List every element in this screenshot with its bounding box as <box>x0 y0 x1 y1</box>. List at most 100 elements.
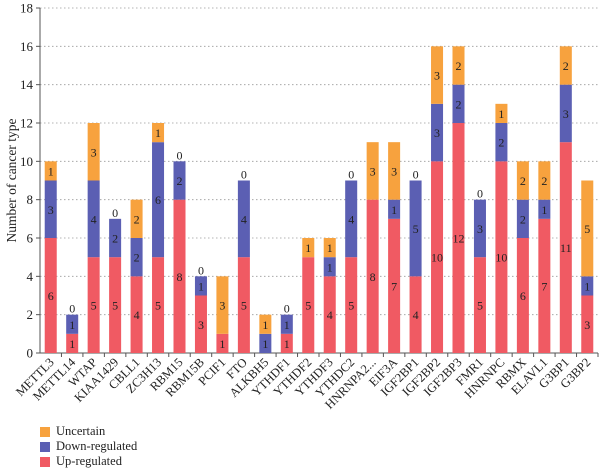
bar-segment-up-regulated <box>516 238 529 353</box>
data-label: 8 <box>370 270 376 284</box>
data-label: 10 <box>495 251 507 265</box>
data-label: 5 <box>305 299 311 313</box>
data-label: 3 <box>48 203 54 217</box>
bar-segment-down-regulated <box>130 238 143 277</box>
bar-segment-uncertain <box>302 238 315 258</box>
data-label: 5 <box>584 222 590 236</box>
bar-segment-uncertain <box>259 314 272 334</box>
data-label: 1 <box>198 279 204 293</box>
bar-segment-up-regulated <box>495 161 508 353</box>
bar-segment-up-regulated <box>323 276 336 353</box>
legend-label-down-regulated: Down-regulated <box>56 439 138 453</box>
data-label: 2 <box>134 212 140 226</box>
y-tick-label: 0 <box>27 346 34 361</box>
bar-segment-up-regulated <box>66 333 79 353</box>
bar-segment-uncertain <box>130 199 143 238</box>
bar-segment-up-regulated <box>173 199 186 353</box>
y-tick-label: 14 <box>20 77 34 92</box>
bar-segment-up-regulated <box>237 257 250 353</box>
data-label: 3 <box>563 107 569 121</box>
legend-swatch-down-regulated <box>40 441 50 452</box>
bar-segment-uncertain <box>388 142 401 200</box>
data-label: 6 <box>48 289 54 303</box>
bar-segment-up-regulated <box>302 257 315 353</box>
bar-segment-uncertain <box>44 161 57 181</box>
data-label: 3 <box>198 318 204 332</box>
data-label: 1 <box>262 318 268 332</box>
data-label: 5 <box>155 299 161 313</box>
data-label: 1 <box>69 337 75 351</box>
bar-segment-down-regulated <box>473 199 486 258</box>
data-label: 1 <box>498 107 504 121</box>
data-label: 5 <box>477 299 483 313</box>
data-label: 4 <box>348 212 354 226</box>
data-label: 3 <box>391 164 397 178</box>
data-label: 1 <box>284 337 290 351</box>
data-label: 5 <box>413 222 419 236</box>
bar-segment-uncertain <box>216 276 229 334</box>
bar-segment-up-regulated <box>216 333 229 353</box>
data-label: 4 <box>241 212 247 226</box>
bar-segment-up-regulated <box>87 257 100 353</box>
bar-segment-down-regulated <box>152 142 165 258</box>
bar-segment-down-regulated <box>388 199 401 219</box>
bar-segment-up-regulated <box>152 257 165 353</box>
data-label: 5 <box>91 299 97 313</box>
data-label: 5 <box>112 299 118 313</box>
data-label: 4 <box>91 212 97 226</box>
data-label: 2 <box>520 174 526 188</box>
legend-swatch-up-regulated <box>40 456 50 467</box>
data-label: 0 <box>112 206 118 220</box>
bar-segment-up-regulated <box>581 295 594 353</box>
bar-segment-uncertain <box>366 142 379 200</box>
bar-segment-down-regulated <box>452 84 465 123</box>
bar-segment-down-regulated <box>345 180 358 258</box>
data-label: 3 <box>370 164 376 178</box>
y-tick-label: 16 <box>20 39 34 54</box>
data-label: 2 <box>541 174 547 188</box>
data-label: 0 <box>284 302 290 316</box>
data-label: 1 <box>327 260 333 274</box>
bar-segment-up-regulated <box>538 218 551 353</box>
data-label: 2 <box>456 59 462 73</box>
data-label: 5 <box>348 299 354 313</box>
legend-item-uncertain: Uncertain <box>40 424 137 439</box>
bar-segment-down-regulated <box>323 257 336 277</box>
bar-segment-uncertain <box>516 161 529 200</box>
data-label: 7 <box>541 279 547 293</box>
bar-segment-down-regulated <box>109 218 122 258</box>
data-label: 2 <box>563 59 569 73</box>
bar-segment-down-regulated <box>87 180 100 258</box>
data-label: 6 <box>155 193 161 207</box>
bar-segment-down-regulated <box>194 276 207 296</box>
data-label: 1 <box>584 279 590 293</box>
bar-segment-down-regulated <box>44 180 57 238</box>
data-label: 2 <box>112 232 118 246</box>
bar-segment-down-regulated <box>538 199 551 219</box>
bar-segment-uncertain <box>87 123 100 181</box>
bar-segment-uncertain <box>452 46 465 85</box>
bar-segment-uncertain <box>581 180 594 277</box>
data-label: 1 <box>262 337 268 351</box>
data-label: 11 <box>560 241 572 255</box>
y-tick-label: 10 <box>20 154 33 169</box>
data-label: 4 <box>134 308 140 322</box>
data-label: 1 <box>305 241 311 255</box>
data-label: 2 <box>498 136 504 150</box>
data-label: 1 <box>541 203 547 217</box>
legend-swatch-uncertain <box>40 426 50 437</box>
data-label: 7 <box>391 279 397 293</box>
bar-segment-up-regulated <box>473 257 486 353</box>
data-label: 2 <box>134 251 140 265</box>
bar-segment-up-regulated <box>452 123 465 353</box>
bar-segment-down-regulated <box>66 314 79 334</box>
bar-segment-down-regulated <box>495 123 508 162</box>
bar-segment-up-regulated <box>280 333 293 353</box>
bar-segment-down-regulated <box>409 180 422 277</box>
legend-item-up-regulated: Up-regulated <box>40 454 137 469</box>
bar-segment-uncertain <box>152 123 165 143</box>
data-label: 0 <box>413 168 419 182</box>
bar-segment-down-regulated <box>173 161 186 200</box>
